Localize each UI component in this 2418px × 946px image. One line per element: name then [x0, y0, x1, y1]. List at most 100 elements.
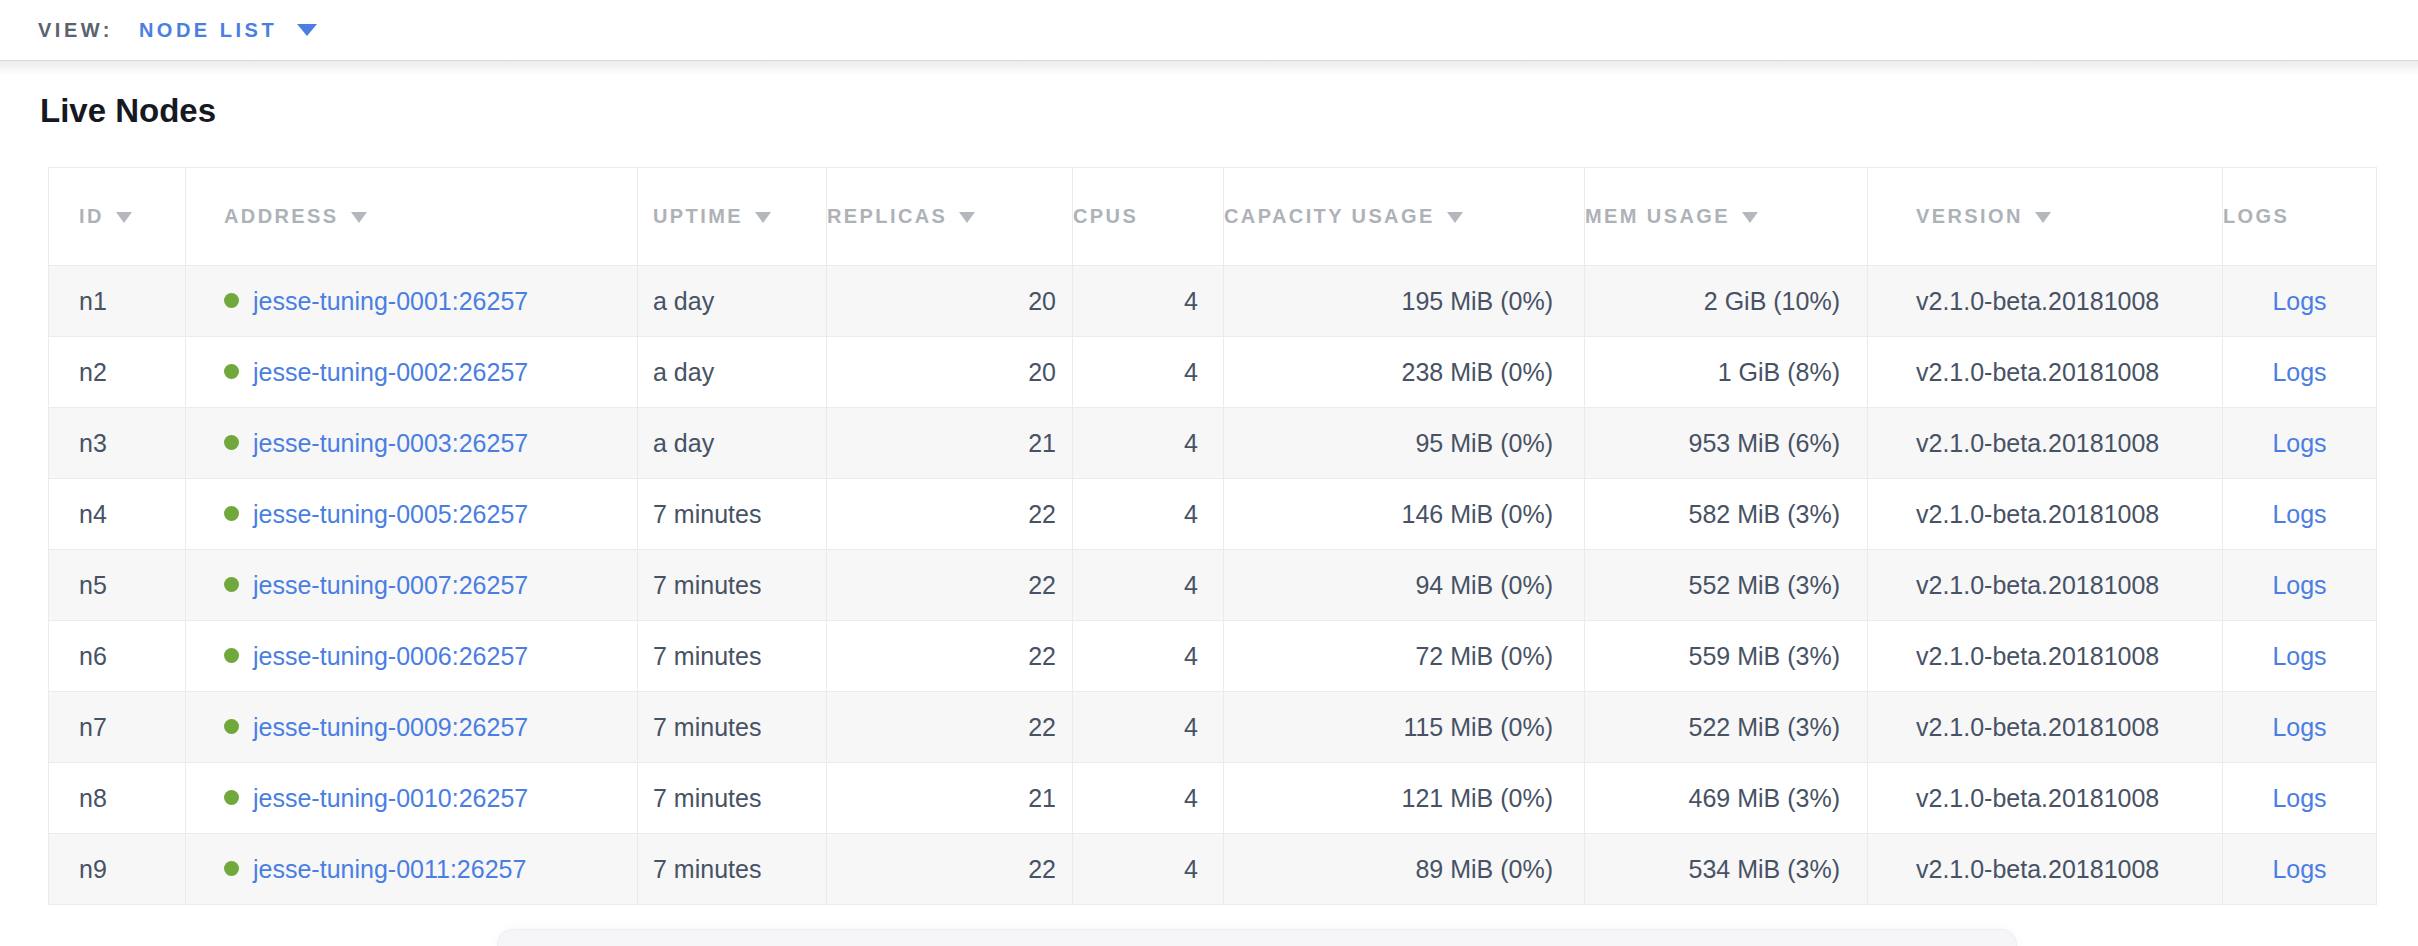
address-cell: jesse-tuning-0006:26257: [186, 621, 638, 692]
column-header-id[interactable]: ID: [49, 168, 186, 266]
address-cell: jesse-tuning-0001:26257: [186, 266, 638, 337]
address-link[interactable]: jesse-tuning-0002:26257: [253, 358, 528, 386]
logs-link[interactable]: Logs: [2272, 784, 2326, 812]
address-link[interactable]: jesse-tuning-0003:26257: [253, 429, 528, 457]
version-cell: v2.1.0-beta.20181008: [1868, 266, 2223, 337]
table-row: n3 jesse-tuning-0003:26257 a day 21 4 95…: [49, 408, 2377, 479]
sort-arrow-icon: [2035, 212, 2051, 223]
header-row: ID ADDRESS UPTIME REPLICAS CPUS CAPACITY…: [49, 168, 2377, 266]
logs-cell: Logs: [2223, 408, 2377, 479]
chevron-down-icon: [297, 24, 317, 36]
live-status-icon: [224, 719, 239, 734]
capacity-usage-cell: 95 MiB (0%): [1224, 408, 1585, 479]
uptime-cell: 7 minutes: [638, 763, 827, 834]
version-cell: v2.1.0-beta.20181008: [1868, 692, 2223, 763]
logs-link[interactable]: Logs: [2272, 713, 2326, 741]
logs-link[interactable]: Logs: [2272, 571, 2326, 599]
live-status-icon: [224, 506, 239, 521]
uptime-cell: a day: [638, 408, 827, 479]
address-cell: jesse-tuning-0010:26257: [186, 763, 638, 834]
logs-cell: Logs: [2223, 834, 2377, 905]
cpus-cell: 4: [1073, 550, 1224, 621]
column-label: MEM USAGE: [1585, 205, 1730, 227]
address-link[interactable]: jesse-tuning-0009:26257: [253, 713, 528, 741]
address-cell: jesse-tuning-0007:26257: [186, 550, 638, 621]
column-header-replicas[interactable]: REPLICAS: [827, 168, 1073, 266]
node-id-cell: n7: [49, 692, 186, 763]
view-selector-dropdown[interactable]: NODE LIST: [139, 19, 317, 42]
address-link[interactable]: jesse-tuning-0006:26257: [253, 642, 528, 670]
view-selected-value: NODE LIST: [139, 19, 277, 42]
version-cell: v2.1.0-beta.20181008: [1868, 834, 2223, 905]
cpus-cell: 4: [1073, 408, 1224, 479]
live-status-icon: [224, 790, 239, 805]
version-cell: v2.1.0-beta.20181008: [1868, 550, 2223, 621]
cpus-cell: 4: [1073, 763, 1224, 834]
live-status-icon: [224, 435, 239, 450]
live-status-icon: [224, 577, 239, 592]
uptime-cell: a day: [638, 337, 827, 408]
view-bar-label: VIEW:: [38, 19, 113, 42]
replicas-cell: 22: [827, 621, 1073, 692]
logs-cell: Logs: [2223, 479, 2377, 550]
replicas-cell: 20: [827, 337, 1073, 408]
uptime-cell: 7 minutes: [638, 834, 827, 905]
uptime-cell: 7 minutes: [638, 621, 827, 692]
address-cell: jesse-tuning-0005:26257: [186, 479, 638, 550]
cpus-cell: 4: [1073, 692, 1224, 763]
column-header-cpus: CPUS: [1073, 168, 1224, 266]
table-body: n1 jesse-tuning-0001:26257 a day 20 4 19…: [49, 266, 2377, 905]
logs-link[interactable]: Logs: [2272, 429, 2326, 457]
column-label: CPUS: [1073, 205, 1138, 227]
replicas-cell: 21: [827, 763, 1073, 834]
column-header-uptime[interactable]: UPTIME: [638, 168, 827, 266]
replicas-cell: 22: [827, 834, 1073, 905]
logs-link[interactable]: Logs: [2272, 500, 2326, 528]
column-header-capacity-usage[interactable]: CAPACITY USAGE: [1224, 168, 1585, 266]
table-header: ID ADDRESS UPTIME REPLICAS CPUS CAPACITY…: [49, 168, 2377, 266]
logs-cell: Logs: [2223, 550, 2377, 621]
live-nodes-table: ID ADDRESS UPTIME REPLICAS CPUS CAPACITY…: [48, 167, 2377, 905]
logs-cell: Logs: [2223, 266, 2377, 337]
address-link[interactable]: jesse-tuning-0005:26257: [253, 500, 528, 528]
live-status-icon: [224, 364, 239, 379]
address-cell: jesse-tuning-0002:26257: [186, 337, 638, 408]
view-bar-shadow: [0, 61, 2418, 75]
address-link[interactable]: jesse-tuning-0011:26257: [253, 855, 526, 883]
address-cell: jesse-tuning-0009:26257: [186, 692, 638, 763]
table-row: n1 jesse-tuning-0001:26257 a day 20 4 19…: [49, 266, 2377, 337]
sort-arrow-icon: [116, 212, 132, 223]
address-link[interactable]: jesse-tuning-0007:26257: [253, 571, 528, 599]
node-id-cell: n6: [49, 621, 186, 692]
mem-usage-cell: 469 MiB (3%): [1585, 763, 1868, 834]
node-id-cell: n5: [49, 550, 186, 621]
column-header-address[interactable]: ADDRESS: [186, 168, 638, 266]
address-link[interactable]: jesse-tuning-0010:26257: [253, 784, 528, 812]
capacity-usage-cell: 94 MiB (0%): [1224, 550, 1585, 621]
replicas-cell: 22: [827, 479, 1073, 550]
address-cell: jesse-tuning-0011:26257: [186, 834, 638, 905]
replicas-cell: 22: [827, 550, 1073, 621]
table-row: n9 jesse-tuning-0011:26257 7 minutes 22 …: [49, 834, 2377, 905]
table-row: n2 jesse-tuning-0002:26257 a day 20 4 23…: [49, 337, 2377, 408]
version-cell: v2.1.0-beta.20181008: [1868, 479, 2223, 550]
replicas-cell: 20: [827, 266, 1073, 337]
logs-link[interactable]: Logs: [2272, 855, 2326, 883]
column-header-mem-usage[interactable]: MEM USAGE: [1585, 168, 1868, 266]
view-bar: VIEW: NODE LIST: [0, 0, 2418, 61]
address-cell: jesse-tuning-0003:26257: [186, 408, 638, 479]
next-panel-top-edge: [497, 929, 2017, 946]
logs-link[interactable]: Logs: [2272, 287, 2326, 315]
mem-usage-cell: 582 MiB (3%): [1585, 479, 1868, 550]
logs-link[interactable]: Logs: [2272, 358, 2326, 386]
capacity-usage-cell: 121 MiB (0%): [1224, 763, 1585, 834]
mem-usage-cell: 559 MiB (3%): [1585, 621, 1868, 692]
column-label: VERSION: [1916, 205, 2023, 227]
address-link[interactable]: jesse-tuning-0001:26257: [253, 287, 528, 315]
logs-link[interactable]: Logs: [2272, 642, 2326, 670]
live-status-icon: [224, 293, 239, 308]
column-label: UPTIME: [653, 205, 743, 227]
column-header-version[interactable]: VERSION: [1868, 168, 2223, 266]
capacity-usage-cell: 195 MiB (0%): [1224, 266, 1585, 337]
capacity-usage-cell: 89 MiB (0%): [1224, 834, 1585, 905]
